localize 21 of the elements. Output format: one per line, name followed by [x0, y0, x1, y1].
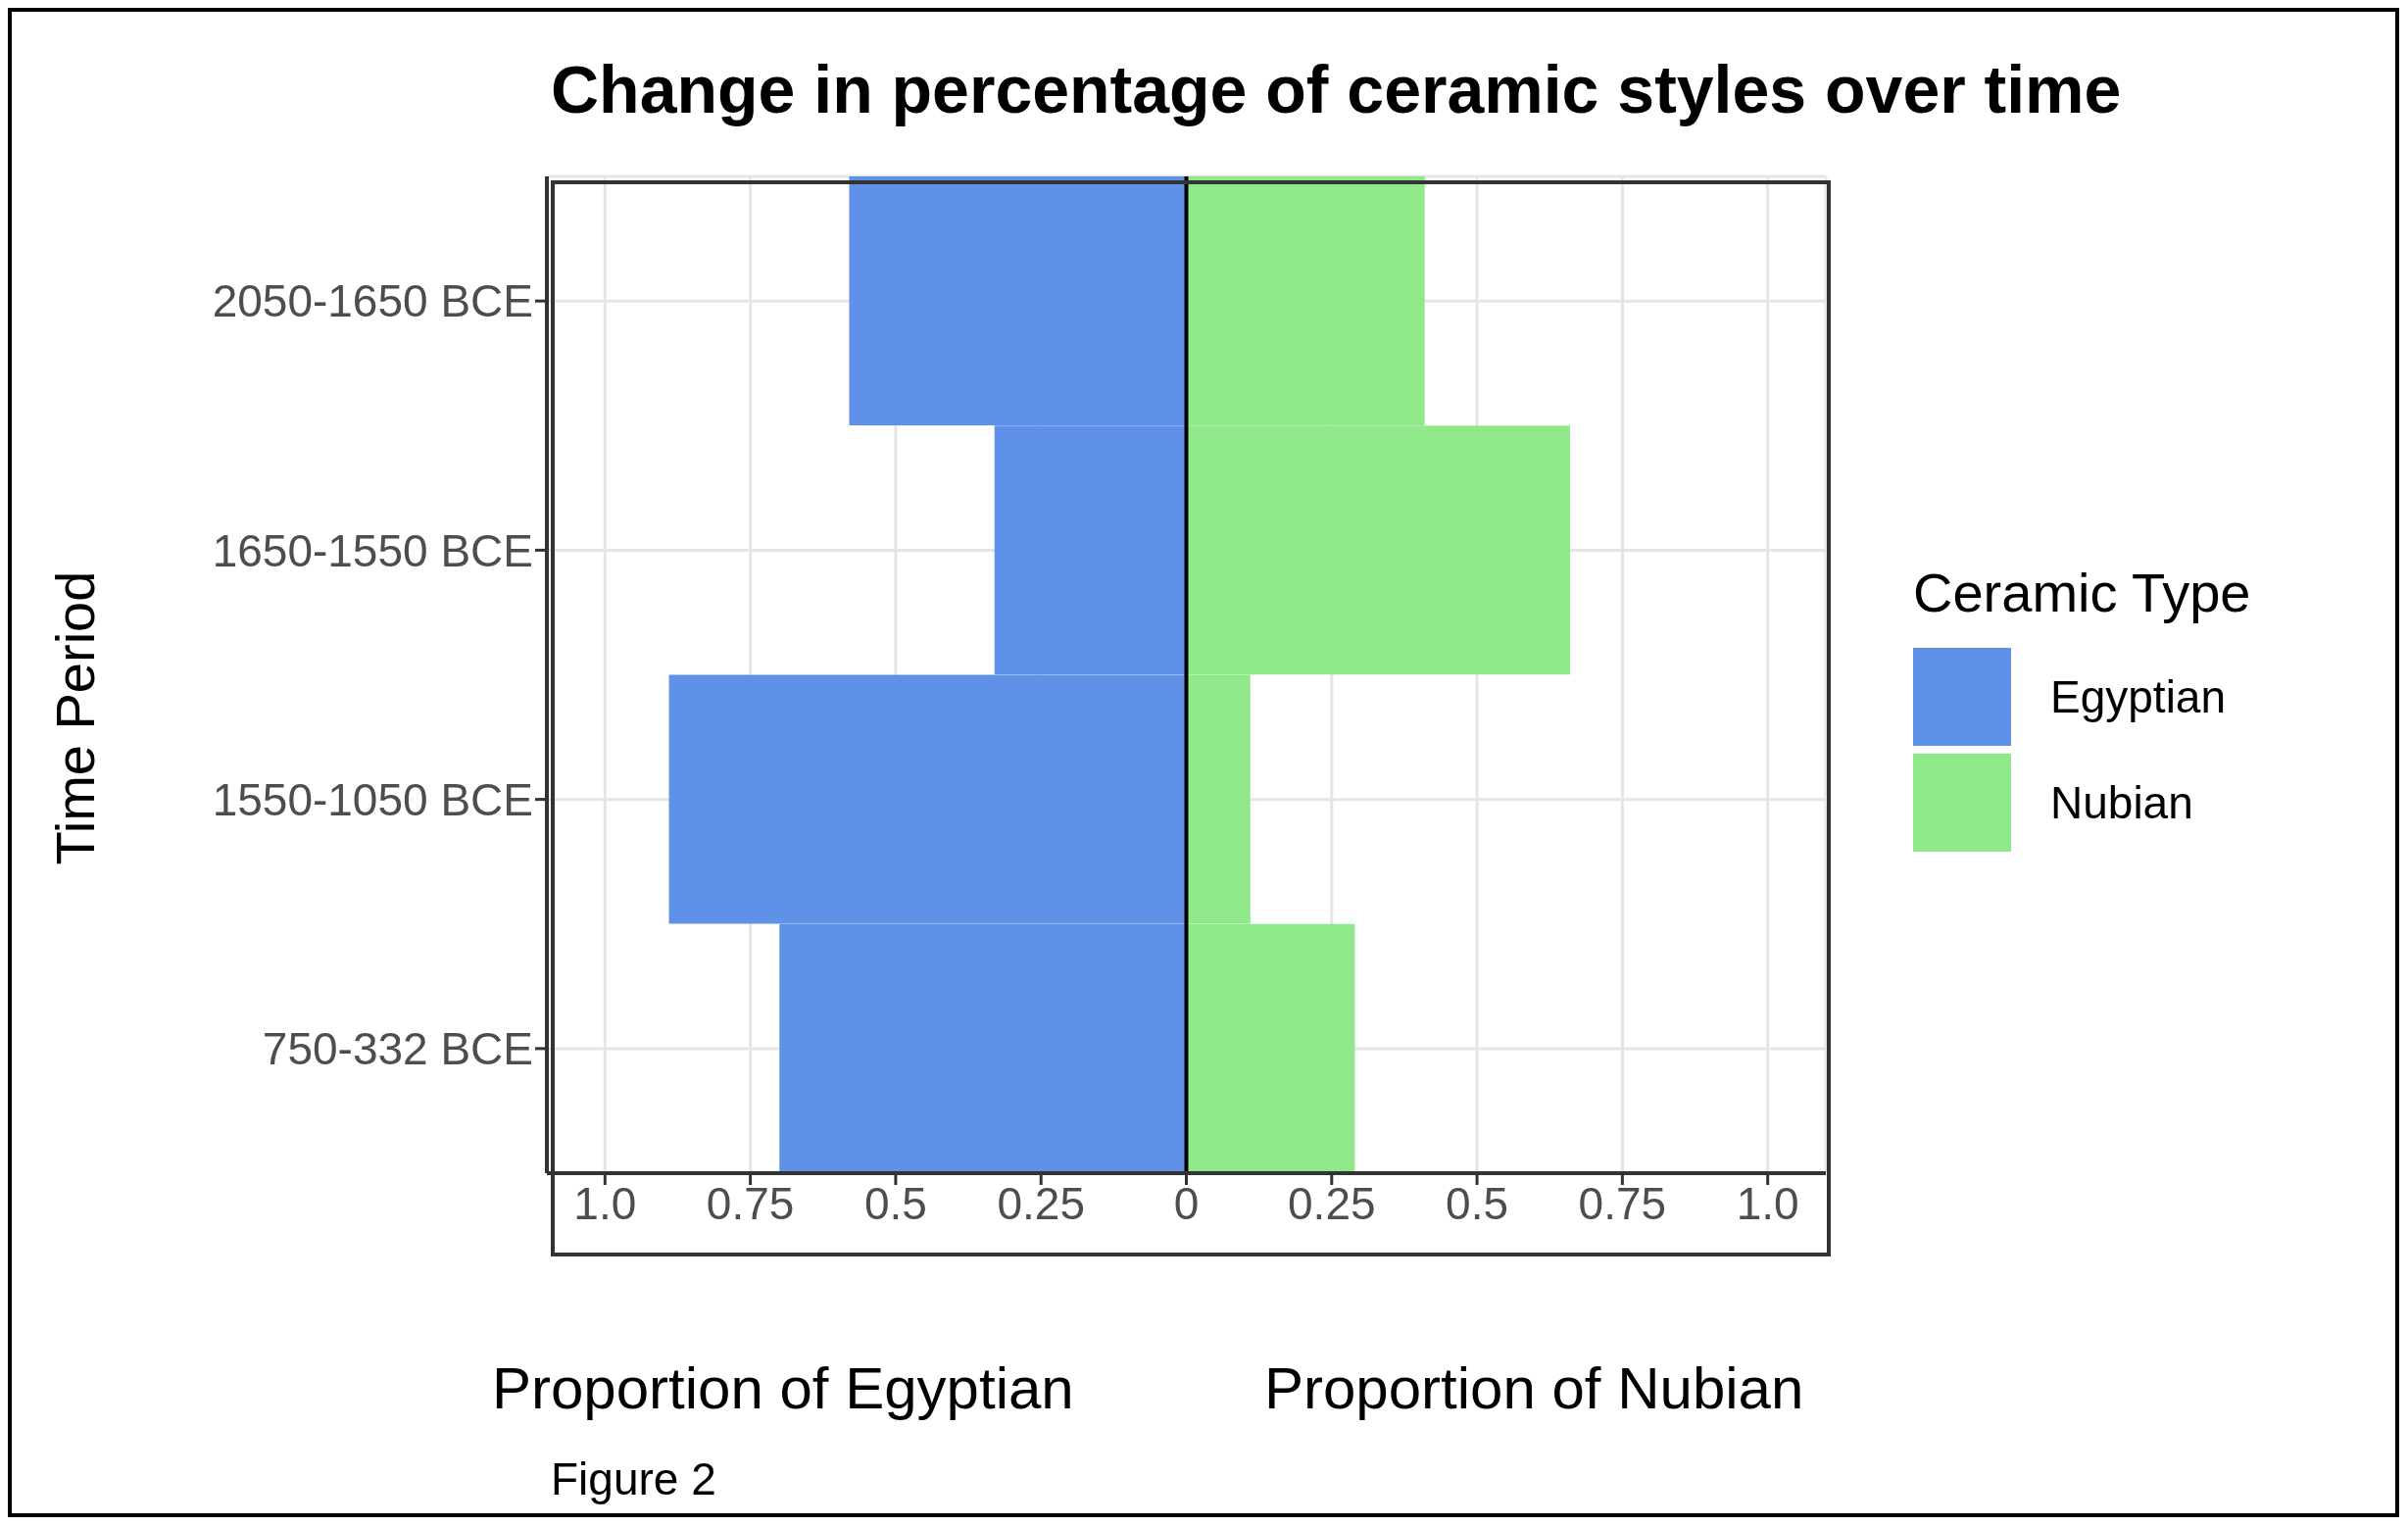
y-tick-label: 1550-1050 BCE: [212, 773, 533, 825]
x-tick-label: 0.5: [1446, 1177, 1509, 1229]
caption: Figure 2: [551, 1452, 716, 1505]
y-tick-label: 2050-1650 BCE: [212, 275, 533, 327]
y-axis-title: Time Period: [43, 570, 108, 865]
legend-label: Egyptian: [2050, 670, 2227, 723]
legend-title: Ceramic Type: [1913, 561, 2251, 624]
legend-label: Nubian: [2050, 776, 2193, 829]
x-tick-label: 0: [1173, 1177, 1200, 1229]
x-tick-label: 1.0: [573, 1177, 637, 1229]
x-tick-label: 0.75: [706, 1177, 795, 1229]
y-tick-label: 750-332 BCE: [262, 1023, 533, 1075]
x-tick-label: 0.5: [863, 1177, 927, 1229]
x-tick-label: 0.25: [997, 1177, 1085, 1229]
x-tick-label: 0.25: [1288, 1177, 1376, 1229]
x-tick-label: 0.75: [1578, 1177, 1667, 1229]
y-tick-label: 1650-1550 BCE: [212, 524, 533, 576]
text: Proportion of Nubian: [1264, 1354, 1804, 1422]
chart-title: Change in percentage of ceramic styles over time: [551, 51, 2122, 127]
x-tick-label: 1.0: [1736, 1177, 1799, 1229]
text: Proportion of Egyptian: [492, 1354, 1074, 1422]
